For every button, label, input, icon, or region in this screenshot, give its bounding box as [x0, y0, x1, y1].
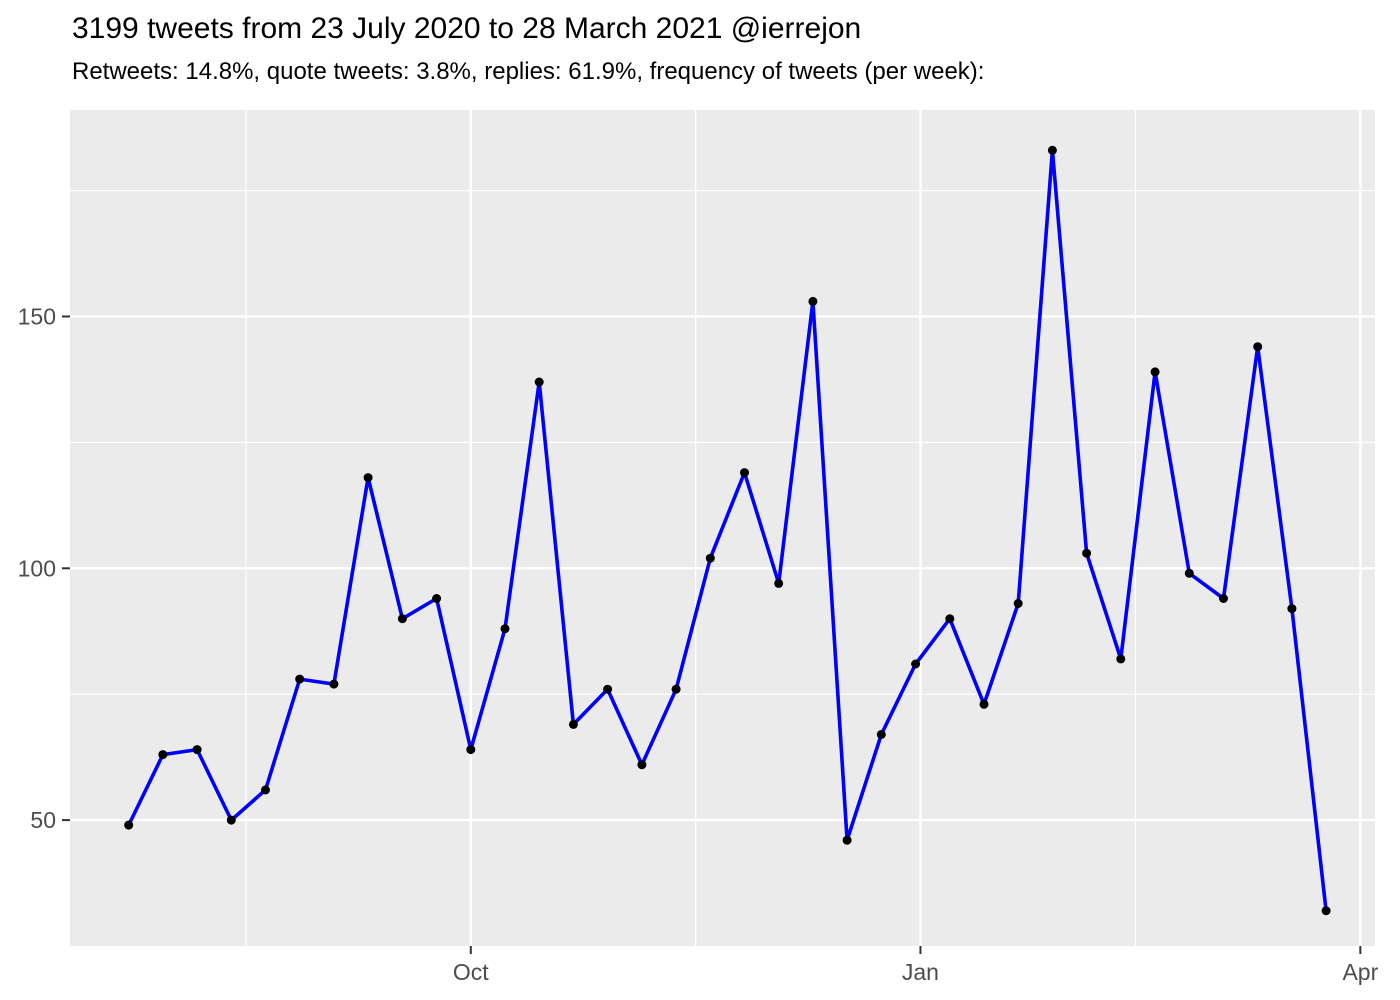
data-point [397, 614, 407, 624]
data-point [808, 296, 818, 306]
data-point [1047, 145, 1057, 155]
chart-subtitle: Retweets: 14.8%, quote tweets: 3.8%, rep… [72, 58, 985, 85]
data-point [363, 473, 373, 483]
data-point [261, 785, 270, 795]
data-line [126, 148, 1328, 913]
data-point [1082, 548, 1092, 558]
data-point [603, 684, 613, 694]
data-point [568, 719, 578, 729]
data-point [158, 750, 168, 760]
data-point [1013, 599, 1023, 608]
y-tick-label: 100 [18, 555, 56, 581]
data-point [1116, 654, 1126, 664]
data-point [1287, 604, 1297, 614]
line-chart: 50 100 150 Oct Jan Apr [18, 110, 1379, 985]
data-point [500, 624, 510, 634]
data-point [124, 820, 134, 830]
data-point [637, 760, 647, 770]
data-point [1150, 367, 1160, 377]
y-tick-label: 50 [30, 807, 56, 833]
data-point [1219, 594, 1228, 603]
x-tick-label: Apr [1342, 959, 1378, 985]
chart-title: 3199 tweets from 23 July 2020 to 28 Marc… [72, 12, 862, 45]
data-point [534, 377, 544, 387]
data-point [979, 699, 989, 709]
data-point [705, 553, 715, 563]
data-point [329, 679, 339, 689]
data-point [911, 659, 921, 669]
data-point [1184, 568, 1194, 578]
data-point [1321, 906, 1331, 916]
data-point [740, 468, 749, 478]
x-tick-label: Oct [453, 959, 489, 985]
data-point [671, 684, 681, 694]
data-point [226, 815, 236, 825]
y-tick-label: 150 [18, 303, 56, 329]
data-point [876, 730, 886, 739]
data-point [842, 835, 852, 845]
data-point [774, 578, 784, 588]
data-point [192, 745, 202, 755]
data-point [295, 674, 305, 684]
data-point [945, 614, 955, 624]
data-point [466, 745, 476, 755]
data-point [432, 594, 442, 603]
x-tick-label: Jan [902, 959, 939, 985]
data-point [1253, 342, 1263, 352]
